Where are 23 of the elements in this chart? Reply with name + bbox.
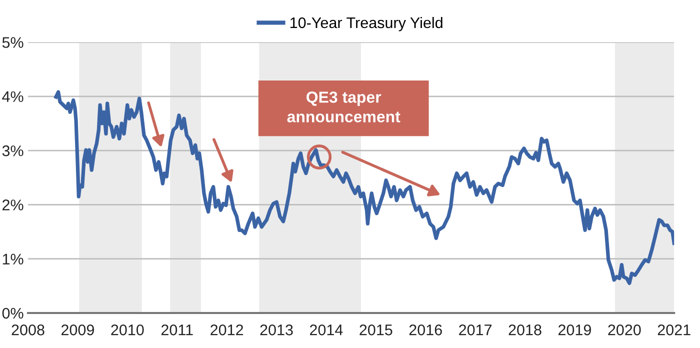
x-tick-label: 2018: [508, 324, 542, 336]
y-tick-label: 2%: [2, 200, 24, 210]
x-tick-label: 2016: [409, 324, 442, 336]
y-tick-label: 1%: [2, 254, 24, 264]
y-tick-label: 0%: [2, 308, 24, 319]
x-tick-label: 2010: [111, 324, 144, 336]
x-tick-label: 2015: [360, 324, 392, 336]
y-tick-label: 4%: [2, 91, 24, 102]
x-tick-label: 2008: [12, 324, 44, 336]
annotation: QE3 taper announcement: [287, 92, 400, 122]
x-tick-label: 2012: [210, 324, 244, 336]
line-series: [54, 90, 674, 286]
y-tick-label: 5%: [2, 37, 24, 48]
x-tick-label: 2017: [459, 324, 492, 336]
x-tick-label: 2020: [608, 324, 641, 336]
legend-label: 10-Year Treasury Yield: [290, 16, 442, 32]
x-tick-label: 2009: [61, 324, 94, 336]
y-tick-label: 3%: [2, 145, 24, 156]
x-tick-label: 2014: [310, 324, 343, 336]
x-tick-label: 2011: [161, 324, 193, 336]
x-tick-label: 2013: [260, 324, 293, 336]
x-tick-label: 2019: [558, 324, 591, 336]
x-tick-label: 2021: [658, 324, 690, 336]
